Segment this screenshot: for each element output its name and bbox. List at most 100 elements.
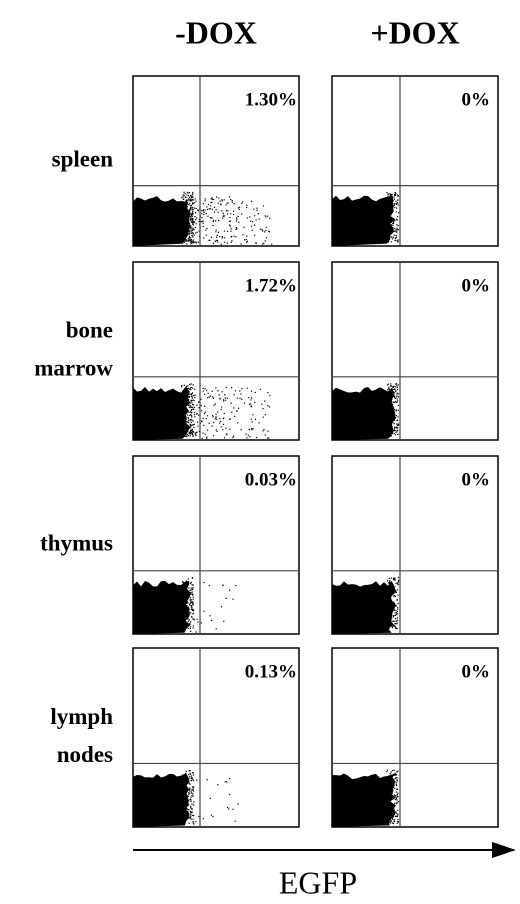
event-dot — [210, 619, 213, 622]
event-dot — [192, 778, 194, 780]
event-dot — [188, 211, 190, 213]
event-dot — [215, 416, 217, 418]
event-dot — [181, 420, 183, 422]
event-dot — [397, 607, 399, 609]
event-dot — [210, 201, 212, 203]
event-dot — [203, 213, 205, 216]
event-dot — [387, 606, 389, 608]
event-dot — [204, 405, 206, 407]
event-dot — [191, 397, 193, 399]
event-dot — [391, 433, 393, 435]
event-dot — [187, 225, 189, 228]
event-dot — [182, 227, 184, 229]
event-dot — [186, 231, 188, 233]
event-dot — [223, 241, 226, 243]
event-dot — [190, 204, 192, 206]
event-dot — [186, 243, 188, 245]
event-dot — [184, 786, 186, 788]
event-dot — [187, 227, 190, 229]
event-dot — [191, 609, 193, 611]
event-dot — [392, 228, 394, 230]
event-dot — [187, 425, 189, 427]
event-dot — [223, 215, 225, 217]
event-dot — [387, 227, 389, 230]
event-dot — [189, 597, 192, 599]
event-dot — [191, 195, 193, 197]
event-dot — [396, 788, 398, 790]
event-dot — [395, 429, 397, 432]
event-dot — [183, 191, 185, 193]
event-dot — [192, 601, 194, 603]
event-dot — [184, 212, 186, 214]
event-dot — [393, 607, 395, 609]
event-dot — [191, 393, 193, 395]
event-dot — [181, 221, 183, 223]
event-dot — [215, 413, 217, 415]
row-label: bone — [66, 317, 113, 342]
event-dot — [192, 404, 195, 406]
event-dot — [185, 421, 187, 423]
event-dot — [386, 417, 388, 419]
event-dot — [187, 414, 189, 416]
event-dot — [387, 195, 389, 198]
event-dot — [184, 241, 186, 243]
event-dot — [190, 217, 192, 219]
event-dot — [181, 784, 183, 786]
event-dot — [261, 403, 263, 405]
event-dot — [232, 808, 234, 810]
event-dot — [391, 209, 393, 211]
event-dot — [192, 435, 194, 437]
event-dot — [186, 592, 188, 594]
event-dot — [181, 618, 183, 620]
event-dot — [185, 802, 187, 804]
event-dot — [181, 400, 183, 402]
event-dot — [191, 811, 193, 813]
event-dot — [197, 210, 199, 212]
event-dot — [228, 808, 230, 810]
event-dot — [192, 232, 194, 234]
event-dot — [207, 203, 210, 206]
event-dot — [184, 388, 186, 390]
event-dot — [182, 415, 184, 417]
event-dot — [240, 429, 242, 431]
event-dot — [395, 234, 397, 236]
event-dot — [388, 601, 390, 603]
event-dot — [264, 400, 266, 402]
event-dot — [394, 774, 396, 776]
event-dot — [250, 418, 252, 420]
event-dot — [186, 199, 188, 201]
event-dot — [246, 206, 248, 209]
event-dot — [229, 589, 231, 591]
event-dot — [212, 815, 214, 818]
event-dot — [189, 810, 192, 813]
event-dot — [395, 613, 397, 615]
event-dot — [192, 613, 194, 615]
event-dot — [189, 225, 191, 227]
event-dot — [386, 428, 388, 430]
event-dot — [396, 613, 398, 615]
event-dot — [391, 601, 393, 603]
event-dot — [184, 390, 186, 392]
event-dot — [390, 595, 392, 597]
event-dot — [183, 231, 185, 233]
event-dot — [391, 791, 393, 793]
event-dot — [184, 795, 186, 797]
event-dot — [397, 225, 399, 227]
event-dot — [191, 601, 193, 603]
event-dot — [216, 234, 218, 236]
event-dot — [183, 214, 185, 216]
event-dot — [387, 227, 389, 229]
event-dot — [388, 413, 390, 415]
event-dot — [394, 434, 397, 436]
event-dot — [237, 803, 239, 805]
event-dot — [187, 602, 189, 604]
event-dot — [187, 817, 189, 819]
event-dot — [393, 430, 395, 432]
event-dot — [391, 615, 393, 617]
event-dot — [393, 196, 395, 198]
event-dot — [386, 816, 388, 818]
event-dot — [184, 431, 186, 433]
event-dot — [207, 397, 209, 399]
event-dot — [182, 202, 184, 204]
